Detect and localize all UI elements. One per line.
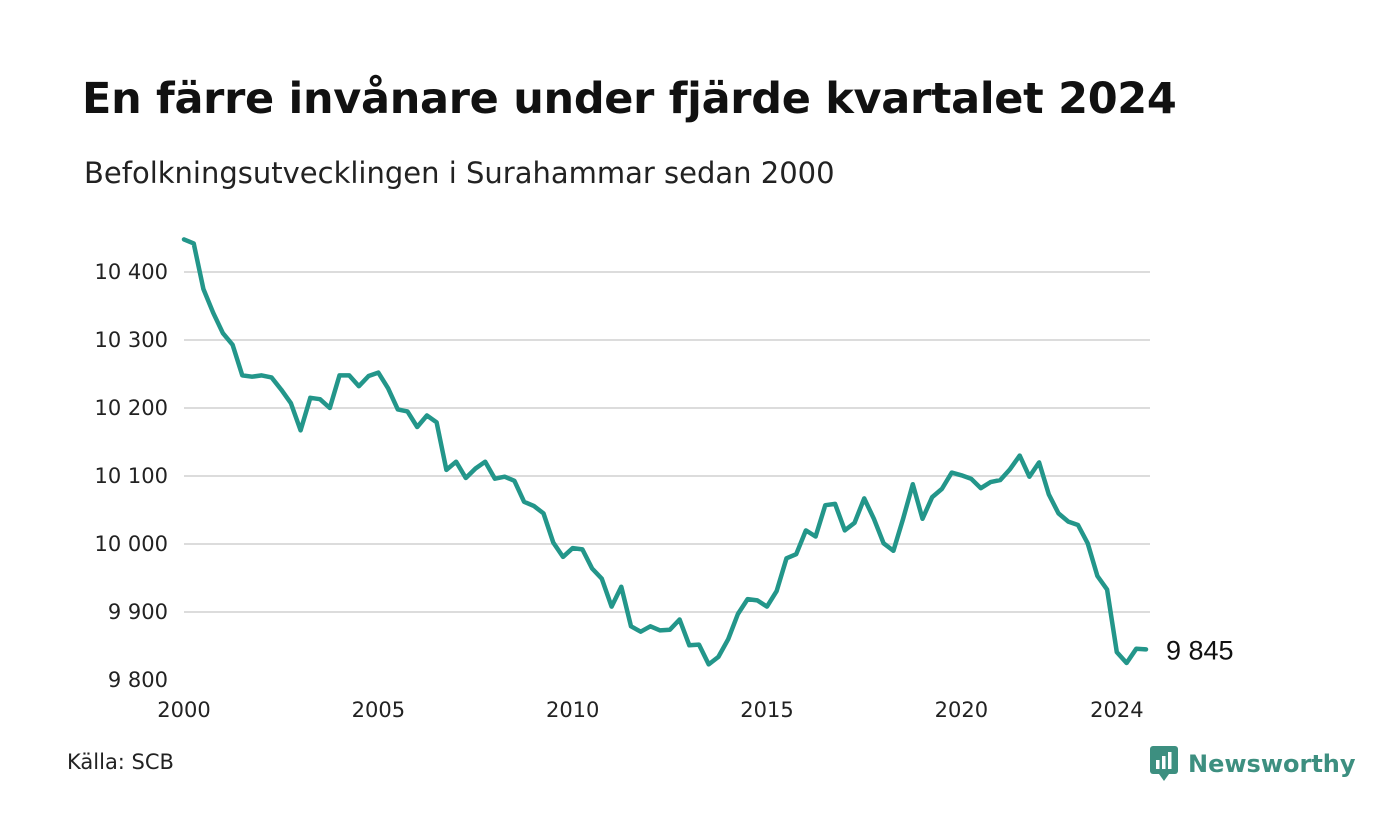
newsworthy-logo-icon [1150,746,1178,781]
y-axis-ticks: 9 800 9 900 10 000 10 100 10 200 10 300 10 400 [95,260,168,692]
x-tick-label: 2020 [935,698,988,722]
source-note: Källa: SCB [67,750,174,774]
y-tick-label: 10 100 [95,464,168,488]
series-line [181,237,1149,667]
brand-logo: Newsworthy [1150,744,1356,784]
y-tick-label: 9 800 [108,668,168,692]
series-group [181,237,1149,667]
y-tick-label: 9 900 [108,600,168,624]
y-tick-label: 10 400 [95,260,168,284]
y-tick-label: 10 000 [95,532,168,556]
brand-name: Newsworthy [1188,750,1356,778]
x-tick-label: 2024 [1090,698,1143,722]
end-label-group: 9 845 [1166,635,1234,665]
x-tick-label: 2005 [352,698,405,722]
chart-title: En färre invånare under fjärde kvartalet… [82,74,1177,124]
y-tick-label: 10 300 [95,328,168,352]
x-tick-label: 2010 [546,698,599,722]
chart-subtitle: Befolkningsutvecklingen i Surahammar sed… [84,156,835,190]
gridlines [184,271,1150,613]
x-axis-ticks: 2000 2005 2010 2015 2020 2024 [157,698,1143,722]
x-tick-label: 2000 [157,698,210,722]
x-tick-label: 2015 [740,698,793,722]
y-tick-label: 10 200 [95,396,168,420]
end-value-label: 9 845 [1166,635,1234,665]
